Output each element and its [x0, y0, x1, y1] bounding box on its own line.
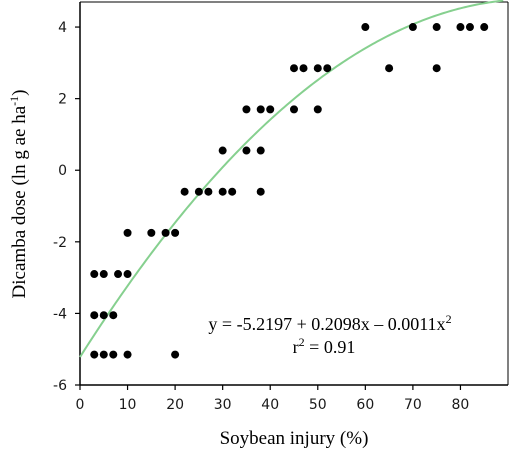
fit-equation-text: y = -5.2197 + 0.2098x – 0.0011x [208, 314, 445, 334]
data-point [204, 187, 213, 196]
y-tick-label: -4 [53, 306, 67, 322]
data-point [99, 270, 108, 279]
data-point [465, 23, 474, 32]
data-point [299, 64, 308, 73]
data-point [114, 270, 123, 279]
data-point [408, 23, 417, 32]
x-tick-label: 70 [404, 397, 422, 413]
data-point [161, 228, 170, 237]
data-point [480, 23, 489, 32]
data-point [361, 23, 370, 32]
data-point [256, 105, 265, 114]
r-squared-r: r [293, 337, 299, 357]
data-point [99, 350, 108, 359]
x-axis-ticks: 0 10 20 30 40 50 60 70 80 [76, 385, 470, 413]
data-point [147, 228, 156, 237]
data-point [123, 350, 132, 359]
r-squared-value: = 0.91 [305, 337, 356, 357]
r-squared-label: r2 = 0.91 [293, 335, 356, 357]
data-point [266, 105, 275, 114]
y-axis-title-main: Dicamba dose (ln g ae ha [9, 105, 30, 298]
fit-curve-layer [79, 0, 504, 358]
data-point [123, 270, 132, 279]
x-tick-label: 40 [261, 397, 279, 413]
data-point [432, 23, 441, 32]
data-point [194, 187, 203, 196]
x-tick-label: 50 [309, 397, 327, 413]
data-point [90, 270, 99, 279]
x-tick-label: 10 [119, 397, 137, 413]
data-point [432, 64, 441, 73]
x-tick-label: 0 [76, 397, 85, 413]
y-tick-label: 0 [58, 163, 67, 179]
fit-equation: y = -5.2197 + 0.2098x – 0.0011x2 [208, 312, 451, 334]
data-point [109, 350, 118, 359]
r-squared-superscript: 2 [299, 335, 305, 349]
data-point [290, 64, 298, 73]
data-point [256, 187, 265, 196]
x-tick-label: 20 [166, 397, 184, 413]
data-point [256, 146, 265, 155]
y-tick-label: -6 [53, 378, 67, 394]
x-tick-label: 80 [452, 397, 470, 413]
data-point [290, 105, 298, 114]
data-point [180, 187, 189, 196]
y-axis-title-close: ) [9, 90, 30, 96]
fit-curve [79, 0, 504, 358]
y-tick-label: -2 [53, 235, 67, 251]
data-point [313, 105, 322, 114]
x-axis-title: Soybean injury (%) [220, 428, 369, 449]
data-point [109, 311, 118, 320]
x-tick-label: 60 [356, 397, 374, 413]
data-point [385, 64, 394, 73]
data-point [171, 228, 180, 237]
y-axis-title-superscript: -1 [7, 96, 21, 106]
data-point [242, 105, 251, 114]
data-point [313, 64, 322, 73]
data-point [323, 64, 332, 73]
data-point [456, 23, 465, 32]
data-point [218, 146, 227, 155]
data-point [171, 350, 180, 359]
y-tick-label: 2 [58, 92, 67, 108]
data-point [123, 228, 132, 237]
x-tick-label: 30 [214, 397, 232, 413]
y-axis-ticks: -6 -4 -2 0 2 4 [53, 20, 80, 394]
data-point [242, 146, 251, 155]
fit-equation-superscript: 2 [446, 312, 452, 326]
data-point [228, 187, 237, 196]
y-tick-label: 4 [58, 20, 67, 36]
y-axis-title: Dicamba dose (ln g ae ha-1) [7, 90, 30, 299]
data-points [90, 23, 489, 359]
plot-frame [79, 1, 509, 386]
data-point [99, 311, 108, 320]
data-point [218, 187, 227, 196]
data-point [90, 311, 99, 320]
data-point [90, 350, 99, 359]
